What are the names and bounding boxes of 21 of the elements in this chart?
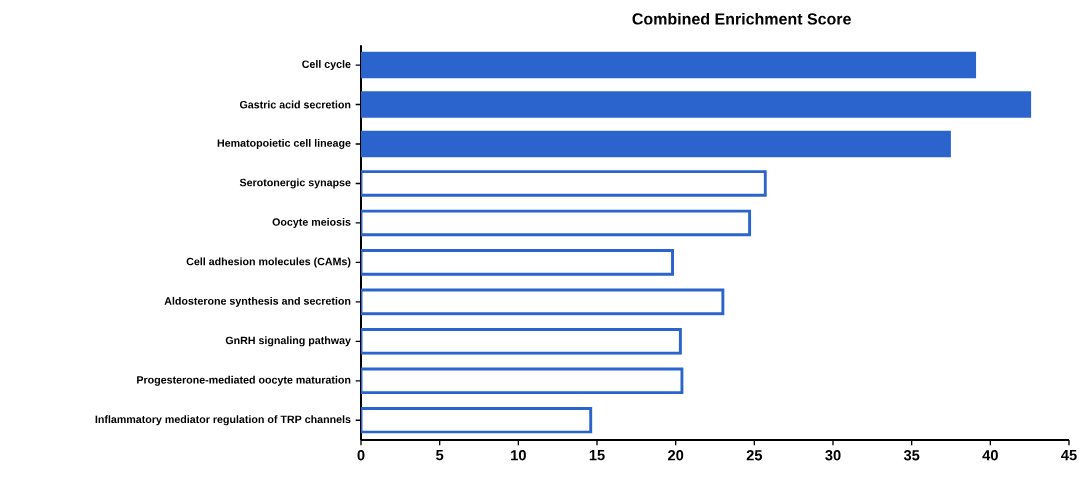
- x-tick-label: 15: [589, 450, 605, 461]
- x-tick-label: 20: [668, 450, 684, 461]
- y-tick-label: Progesterone-mediated oocyte maturation: [137, 375, 351, 386]
- x-tick-label: 25: [746, 450, 763, 461]
- y-tick-label: Inflammatory mediator regulation of TRP channels: [95, 415, 351, 426]
- x-tick-label: 35: [903, 450, 920, 461]
- y-tick-label: Aldosterone synthesis and secretion: [164, 296, 351, 307]
- y-tick-label: Cell cycle: [302, 60, 351, 71]
- y-tick-label: Oocyte meiosis: [272, 217, 351, 228]
- x-tick-label: 45: [1061, 450, 1077, 461]
- chart-title: Combined Enrichment Score: [632, 12, 851, 25]
- x-tick-label: 10: [511, 450, 526, 461]
- x-tick-label: 0: [357, 450, 365, 461]
- y-tick-label: Cell adhesion molecules (CAMs): [186, 257, 351, 268]
- y-tick-label: GnRH signaling pathway: [225, 336, 351, 347]
- x-tick-label: 30: [825, 450, 841, 461]
- y-tick-label: Serotonergic synapse: [239, 178, 351, 189]
- y-tick-label: Gastric acid secretion: [239, 100, 351, 109]
- x-tick-label: 40: [982, 450, 998, 461]
- y-tick-label: Hematopoietic cell lineage: [217, 139, 351, 149]
- x-tick-label: 5: [436, 450, 444, 461]
